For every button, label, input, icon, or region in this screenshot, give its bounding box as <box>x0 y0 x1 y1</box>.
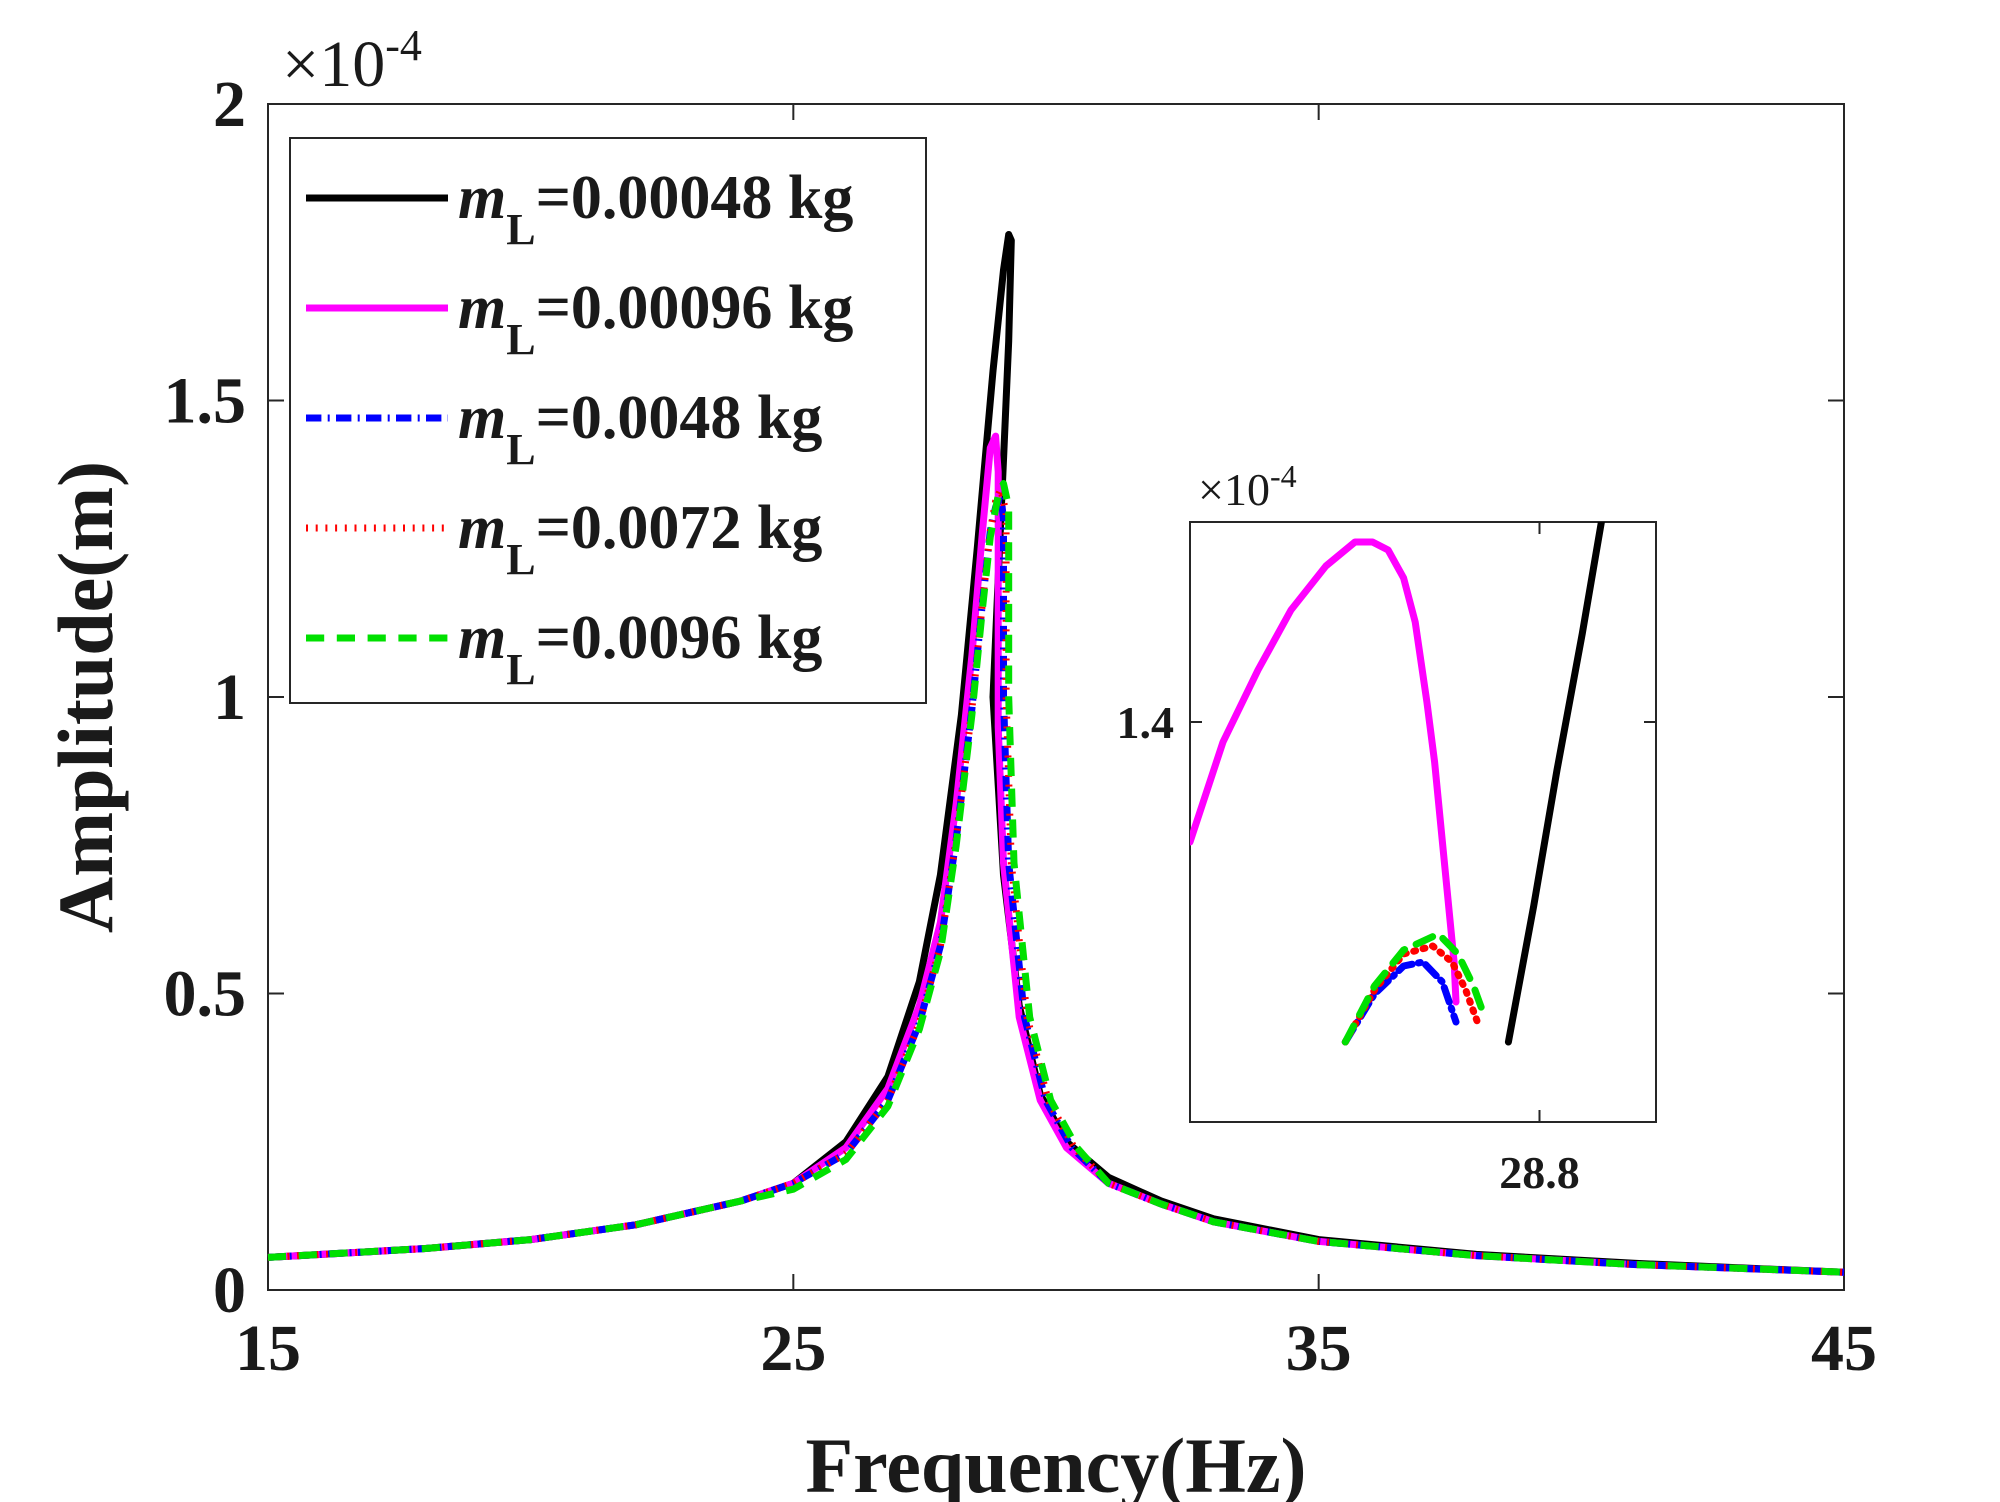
y-tick-label: 1 <box>213 661 246 734</box>
inset-tick-labels: 28.8 1.4 <box>1117 697 1580 1198</box>
inset-plot-frame <box>1189 521 1657 1123</box>
legend-label-1: mL=0.00048 kg <box>458 164 853 254</box>
inset-series-group <box>1190 522 1605 1046</box>
y-tick-label: 2 <box>213 68 246 141</box>
x-tick-label: 25 <box>760 1312 826 1385</box>
inset-series-line-1 <box>1504 522 1605 1046</box>
y-tick-label: 1.5 <box>164 365 247 438</box>
y-tick-label: 0 <box>213 1254 246 1327</box>
inset-y-multiplier-label: ×10-4 <box>1198 458 1297 515</box>
legend: mL=0.00048 kg mL=0.00096 kg mL=0.0048 kg mL… <box>289 137 927 704</box>
legend-label-4: mL=0.0072 kg <box>458 494 822 584</box>
inset-series-line-2 <box>1190 538 1460 1006</box>
main-tick-labels: 15 25 35 45 0 0.5 1 1.5 2 <box>164 68 1878 1385</box>
legend-label-3: mL=0.0048 kg <box>458 384 822 474</box>
x-axis-title: Frequency(Hz) <box>805 1422 1306 1502</box>
legend-label-5: mL=0.0096 kg <box>458 604 822 694</box>
inset-ticks <box>1190 522 1656 1122</box>
x-tick-label: 15 <box>235 1312 301 1385</box>
inset-series-line-5 <box>1341 930 1489 1046</box>
legend-entries: mL=0.00048 kg mL=0.00096 kg mL=0.0048 kg mL… <box>306 164 853 694</box>
x-tick-label: 45 <box>1811 1312 1877 1385</box>
y-axis-title: Amplitude(m) <box>42 461 129 933</box>
main-ticks <box>267 103 1845 1291</box>
inset-y-tick-label: 1.4 <box>1117 697 1175 748</box>
x-tick-label: 35 <box>1286 1312 1352 1385</box>
main-series-group <box>267 231 1845 1276</box>
inset-x-tick-label: 28.8 <box>1499 1147 1580 1198</box>
y-tick-label: 0.5 <box>164 958 247 1031</box>
legend-label-2: mL=0.00096 kg <box>458 274 853 364</box>
inset-axes: 28.8 1.4 ×10-4 <box>1117 458 1657 1198</box>
y-multiplier-label: ×10-4 <box>282 21 422 101</box>
